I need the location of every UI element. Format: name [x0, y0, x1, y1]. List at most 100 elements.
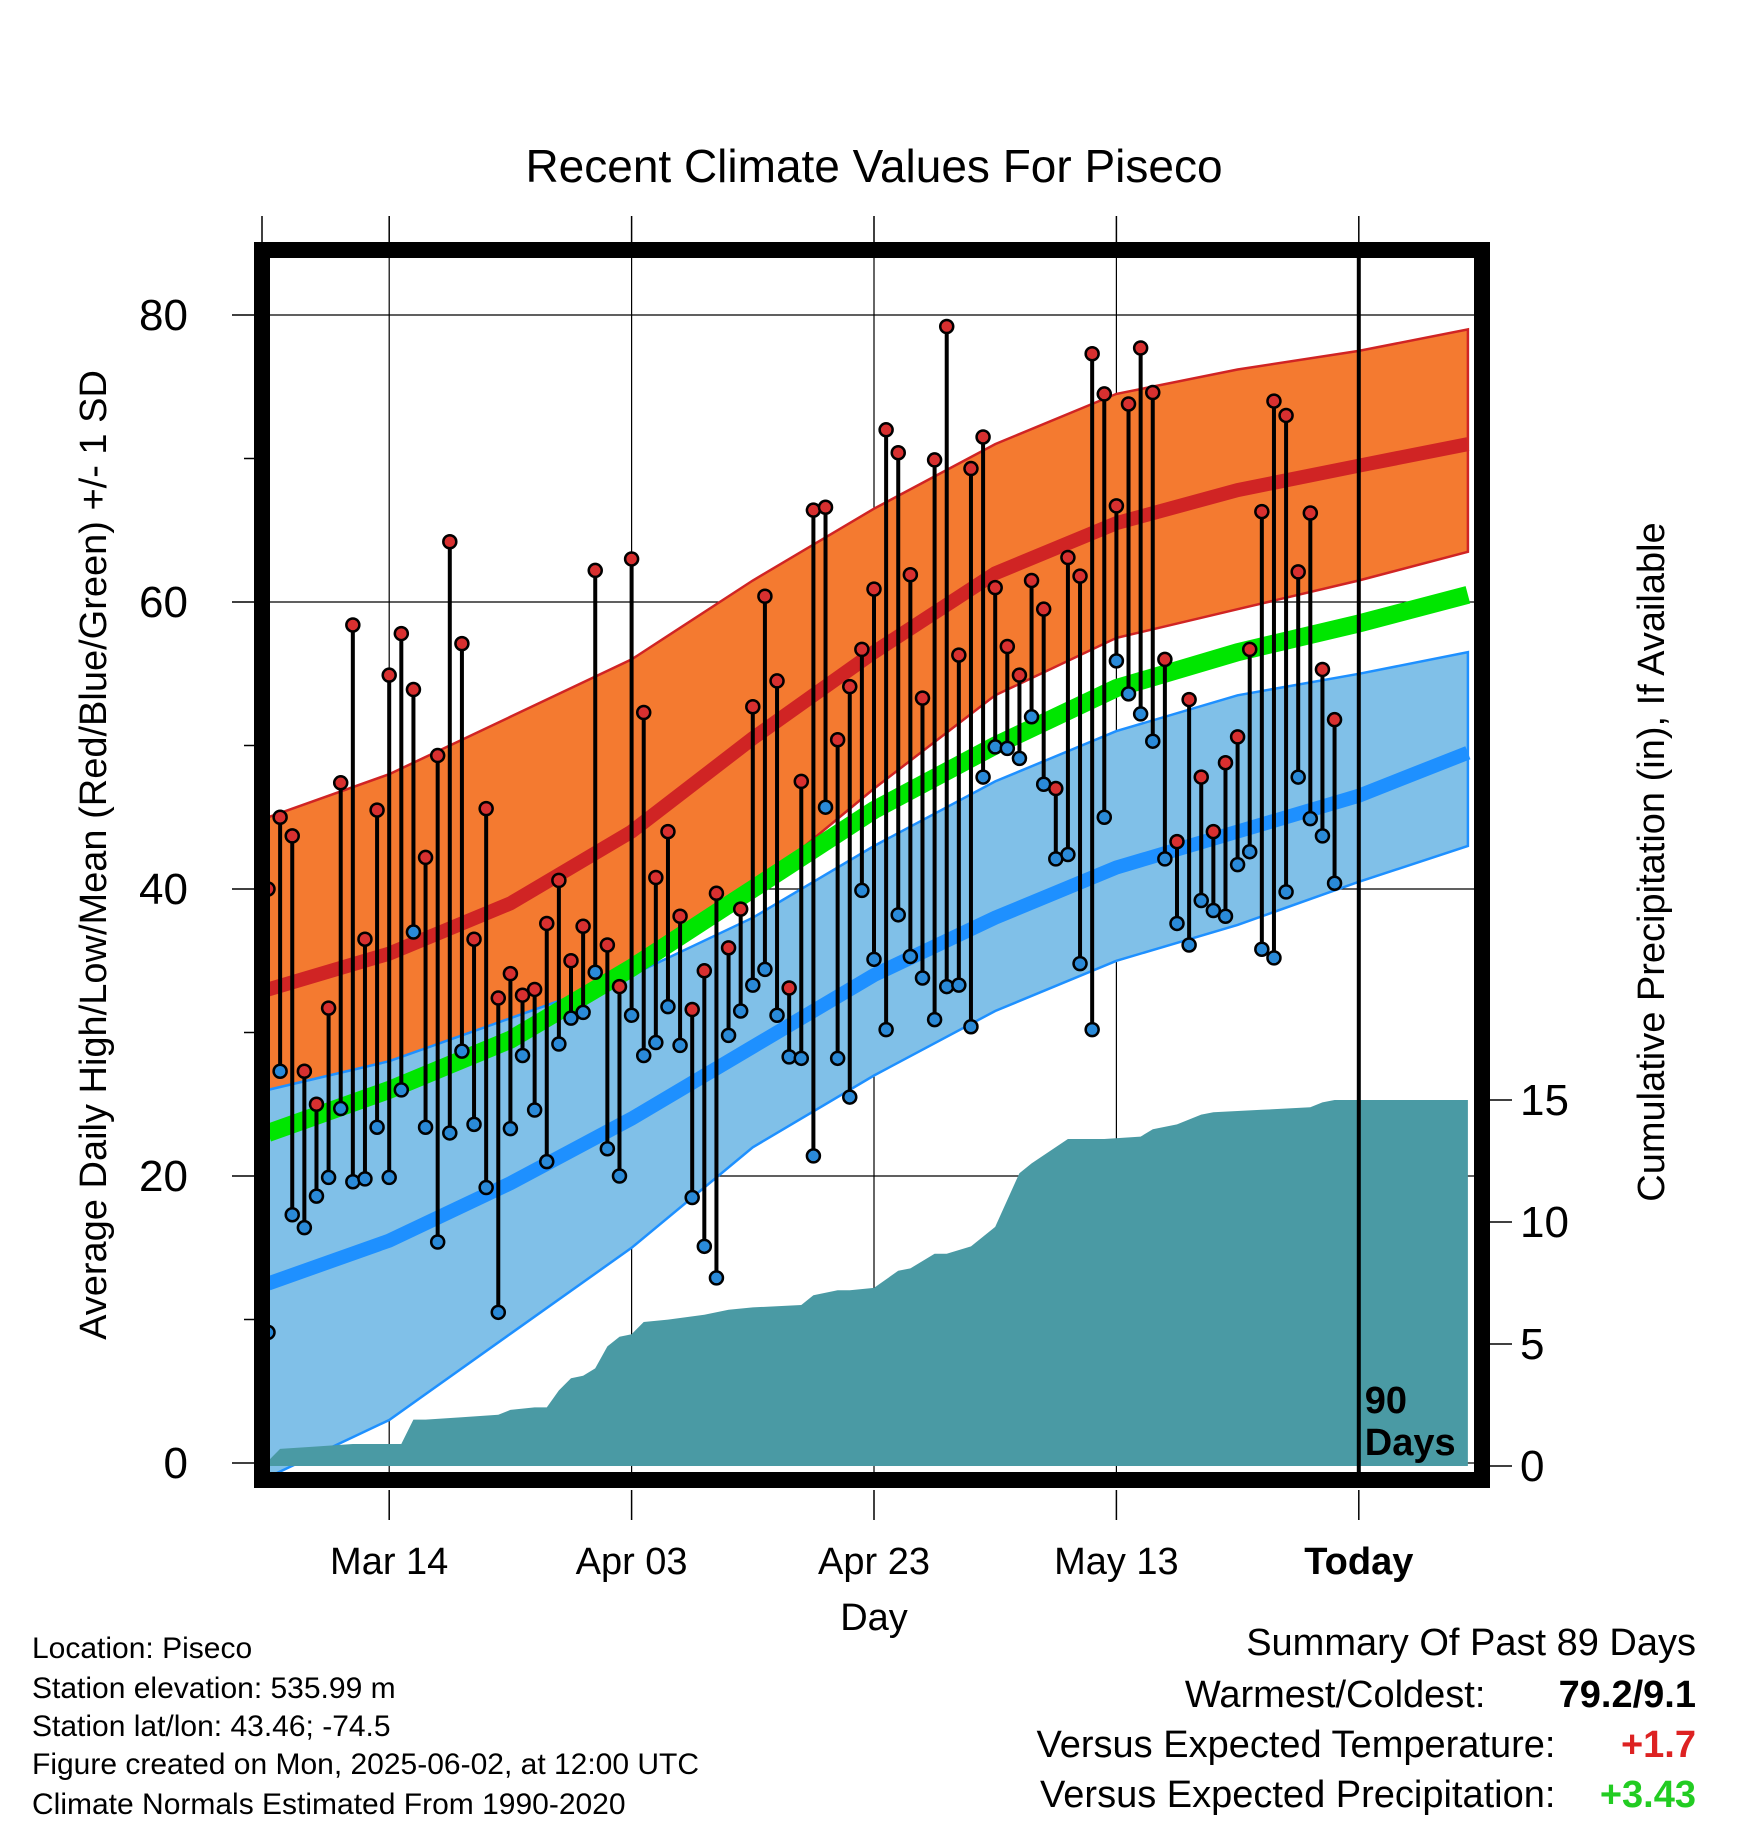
- observed-high-point: [1314, 661, 1331, 678]
- observed-low-point: [793, 1050, 810, 1067]
- observed-high-point: [454, 635, 470, 652]
- observed-low-point: [890, 907, 906, 923]
- observed-high-point: [539, 915, 555, 932]
- latlon-text: Station lat/lon: 43.46; -74.5: [32, 1710, 391, 1743]
- observed-low-point: [829, 1050, 846, 1067]
- observed-low-point: [684, 1189, 700, 1206]
- observed-low-point: [769, 1007, 785, 1024]
- observed-high-point: [793, 773, 810, 790]
- observed-low-point: [720, 1027, 737, 1044]
- observed-low-point: [1302, 810, 1319, 827]
- observed-high-point: [975, 429, 991, 445]
- observed-high-point: [938, 318, 955, 335]
- observed-low-point: [648, 1034, 664, 1051]
- observed-high-point: [308, 1096, 325, 1112]
- observed-high-point: [1181, 691, 1197, 708]
- observed-high-point: [1266, 393, 1282, 409]
- observed-low-point: [1181, 937, 1197, 953]
- observed-low-point: [672, 1037, 688, 1054]
- observed-high-point: [611, 978, 628, 995]
- observed-high-point: [817, 499, 834, 516]
- observed-low-point: [1193, 892, 1209, 909]
- chart-title: Recent Climate Values For Piseco: [525, 140, 1222, 192]
- observed-low-point: [854, 882, 870, 899]
- observed-high-point: [345, 617, 361, 633]
- observed-high-point: [1205, 823, 1222, 840]
- y-tick-label: 60: [139, 578, 188, 627]
- observed-high-point: [1278, 407, 1294, 424]
- observed-high-point: [745, 699, 761, 715]
- observed-high-point: [890, 445, 906, 461]
- plot-frame: [254, 242, 1490, 1488]
- observed-low-point: [1266, 950, 1282, 966]
- observed-high-point: [878, 422, 894, 438]
- observed-high-point: [1011, 667, 1028, 683]
- observed-low-point: [502, 1120, 519, 1137]
- observed-high-point: [1060, 549, 1076, 566]
- observed-low-point: [1072, 955, 1088, 972]
- warm-cold-label: Warmest/Coldest:: [1184, 1674, 1486, 1716]
- observed-high-point: [732, 901, 749, 917]
- precipitation-fill: [268, 1100, 1468, 1466]
- observed-low-point: [381, 1169, 397, 1186]
- observed-low-point: [405, 924, 422, 940]
- observed-low-point: [732, 1003, 749, 1019]
- observed-high-point: [672, 908, 688, 925]
- observed-high-point: [660, 823, 676, 840]
- temp-label: Versus Expected Temperature:: [1036, 1724, 1556, 1766]
- observed-low-point: [611, 1168, 628, 1184]
- observed-low-point: [454, 1043, 470, 1059]
- observed-low-point: [635, 1047, 652, 1064]
- observed-high-point: [429, 747, 446, 764]
- observed-low-point: [708, 1270, 725, 1286]
- observed-high-point: [866, 581, 882, 597]
- observed-low-point: [1254, 941, 1270, 958]
- observed-low-point: [1060, 846, 1076, 863]
- observed-high-point: [320, 1000, 337, 1016]
- observed-high-point: [1169, 833, 1185, 850]
- observed-high-point: [442, 533, 458, 550]
- observed-high-point: [1193, 769, 1209, 785]
- observed-high-point: [987, 579, 1003, 596]
- observed-high-point: [623, 551, 640, 567]
- observed-high-point: [951, 647, 967, 663]
- observed-high-point: [1302, 505, 1319, 521]
- observed-low-point: [1132, 706, 1149, 722]
- observed-low-point: [345, 1173, 361, 1190]
- observed-low-point: [526, 1102, 543, 1118]
- observed-high-point: [526, 981, 543, 998]
- observed-high-point: [696, 963, 713, 979]
- temp-value: +1.7: [1620, 1724, 1696, 1766]
- observed-low-point: [1169, 915, 1185, 932]
- observed-high-point: [805, 502, 822, 518]
- normals-text: Climate Normals Estimated From 1990-2020: [32, 1788, 626, 1821]
- observed-high-point: [720, 940, 737, 956]
- observed-high-point: [757, 588, 773, 605]
- x-axis-label: Day: [840, 1597, 908, 1639]
- precipitation-area: [268, 1100, 1468, 1466]
- observed-low-point: [320, 1169, 337, 1186]
- y-tick-label: 0: [164, 1439, 188, 1488]
- y2-tick-label: 15: [1520, 1076, 1569, 1125]
- x-tick-label: Mar 14: [330, 1541, 448, 1583]
- observed-low-point: [914, 970, 931, 986]
- observed-high-point: [563, 953, 579, 969]
- observed-high-point: [769, 673, 785, 689]
- observed-low-point: [878, 1021, 894, 1038]
- observed-high-point: [1326, 711, 1343, 728]
- observed-low-point: [696, 1238, 713, 1255]
- observed-low-point: [1278, 884, 1294, 900]
- observed-high-point: [551, 872, 567, 889]
- summary-precip-row: Versus Expected Precipitation: +3.43: [1040, 1774, 1696, 1817]
- observed-low-point: [369, 1119, 385, 1135]
- x-tick-label: Apr 03: [576, 1541, 688, 1583]
- observed-high-point: [332, 775, 349, 791]
- summary-heading: Summary Of Past 89 Days: [1246, 1622, 1696, 1664]
- observed-high-point: [1229, 729, 1246, 745]
- observed-high-point: [478, 800, 494, 817]
- y-tick-label: 80: [139, 291, 188, 340]
- observed-high-point: [781, 980, 797, 996]
- y2-tick-label: 5: [1520, 1320, 1544, 1369]
- observed-low-point: [1326, 875, 1343, 892]
